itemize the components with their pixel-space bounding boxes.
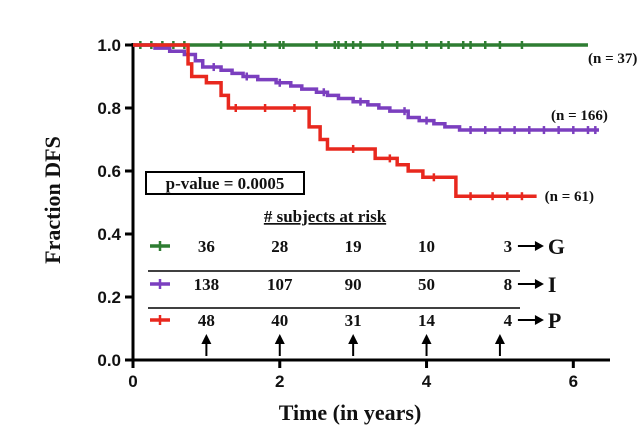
risk-row-i: 138 107 90 50 8 I — [150, 272, 556, 297]
risk-value: 14 — [418, 311, 436, 330]
y-tick-label: 1.0 — [97, 36, 121, 55]
group-arrow-head — [534, 315, 544, 325]
risk-row-p: 48 40 31 14 4 P — [150, 308, 561, 333]
p-value-box — [145, 171, 305, 195]
risk-value: 3 — [504, 237, 513, 256]
risk-value: 31 — [345, 311, 362, 330]
group-letter: I — [548, 272, 557, 297]
group-arrow-head — [534, 241, 544, 251]
n-label-i: (n = 166) — [551, 108, 608, 124]
axes: 0.0 0.2 0.4 0.6 0.8 1.0 0 2 4 6 — [97, 36, 610, 391]
time-arrow-head — [274, 334, 285, 344]
group-arrow-head — [534, 279, 544, 289]
risk-row-g: 36 28 19 10 3 G — [150, 234, 565, 259]
n-label-p: (n = 61) — [545, 189, 594, 205]
risk-value: 90 — [345, 275, 362, 294]
group-letter: G — [548, 234, 565, 259]
risk-value: 4 — [504, 311, 513, 330]
time-arrow-head — [421, 334, 432, 344]
x-tick-label: 6 — [569, 372, 578, 391]
risk-value: 36 — [198, 237, 215, 256]
series-g: (n = 37) — [133, 41, 637, 67]
n-label-g: (n = 37) — [588, 51, 637, 67]
x-tick-label: 4 — [422, 372, 432, 391]
p-value-text: p-value = 0.0005 — [166, 174, 285, 193]
risk-table: 36 28 19 10 3 G 138 107 90 50 8 I 48 40 31 14 4 P — [148, 234, 565, 356]
y-tick-label: 0.2 — [97, 288, 121, 307]
x-axis-title: Time (in years) — [279, 400, 422, 425]
x-tick-label: 0 — [128, 372, 137, 391]
risk-value: 48 — [198, 311, 215, 330]
series-line-p — [133, 43, 537, 198]
y-tick-label: 0.8 — [97, 99, 121, 118]
time-arrow-head — [494, 334, 505, 344]
y-tick-label: 0.0 — [97, 351, 121, 370]
series-i: (n = 166) — [133, 43, 608, 135]
risk-value: 19 — [345, 237, 362, 256]
survival-curves: (n = 37) (n = 166) (n = 61) — [133, 41, 637, 205]
y-axis-title: Fraction DFS — [40, 136, 65, 264]
x-tick-label: 2 — [275, 372, 284, 391]
series-p: (n = 61) — [133, 43, 594, 205]
series-line-i — [133, 43, 599, 132]
risk-value: 10 — [418, 237, 435, 256]
y-tick-label: 0.4 — [97, 225, 121, 244]
risk-value: 40 — [271, 311, 288, 330]
risk-value: 8 — [504, 275, 513, 294]
group-letter: P — [548, 308, 561, 333]
y-tick-label: 0.6 — [97, 162, 121, 181]
risk-value: 28 — [271, 237, 288, 256]
time-arrow-head — [201, 334, 212, 344]
risk-value: 50 — [418, 275, 435, 294]
risk-value: 107 — [267, 275, 293, 294]
risk-table-header: # subjects at risk — [264, 207, 387, 226]
risk-value: 138 — [194, 275, 220, 294]
time-arrow-head — [348, 334, 359, 344]
